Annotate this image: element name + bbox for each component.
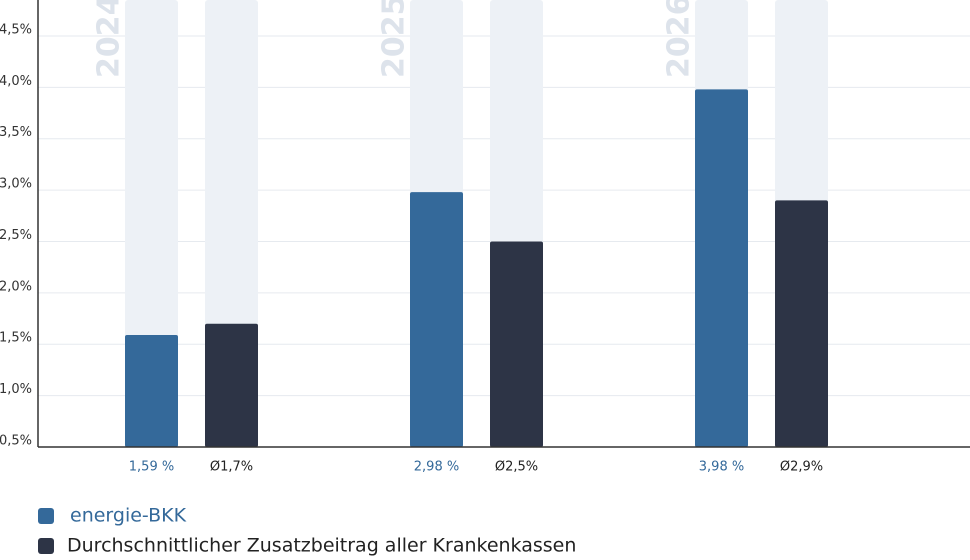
y-tick-label: 1,0% xyxy=(0,382,32,397)
y-tick-label: 3,0% xyxy=(0,177,32,192)
legend-swatch xyxy=(38,538,54,554)
year-label: 2025 xyxy=(377,0,412,78)
year-label: 2024 xyxy=(92,0,127,78)
value-label: Ø1,7% xyxy=(210,460,253,475)
value-label: Ø2,5% xyxy=(495,460,538,475)
legend-label: Durchschnittlicher Zusatzbeitrag aller K… xyxy=(67,535,576,557)
y-tick-label: 1,5% xyxy=(0,331,32,346)
value-label: Ø2,9% xyxy=(780,460,823,475)
y-tick-label: 4,0% xyxy=(0,74,32,89)
bar xyxy=(695,89,748,448)
value-label: 2,98 % xyxy=(414,460,459,475)
y-tick-label: 4,5% xyxy=(0,22,32,37)
value-label: 3,98 % xyxy=(699,460,744,475)
legend-label: energie-BKK xyxy=(70,505,187,527)
y-tick-label: 2,5% xyxy=(0,228,32,243)
bar xyxy=(125,334,178,447)
bar xyxy=(205,323,258,447)
bar xyxy=(410,192,463,447)
value-label: 1,59 % xyxy=(129,460,174,475)
y-tick-label: 0,5% xyxy=(0,434,32,449)
legend-swatch xyxy=(38,508,54,524)
bar xyxy=(775,200,828,447)
y-tick-label: 3,5% xyxy=(0,125,32,140)
y-tick-label: 2,0% xyxy=(0,279,32,294)
year-label: 2026 xyxy=(662,0,697,78)
bar xyxy=(490,241,543,447)
